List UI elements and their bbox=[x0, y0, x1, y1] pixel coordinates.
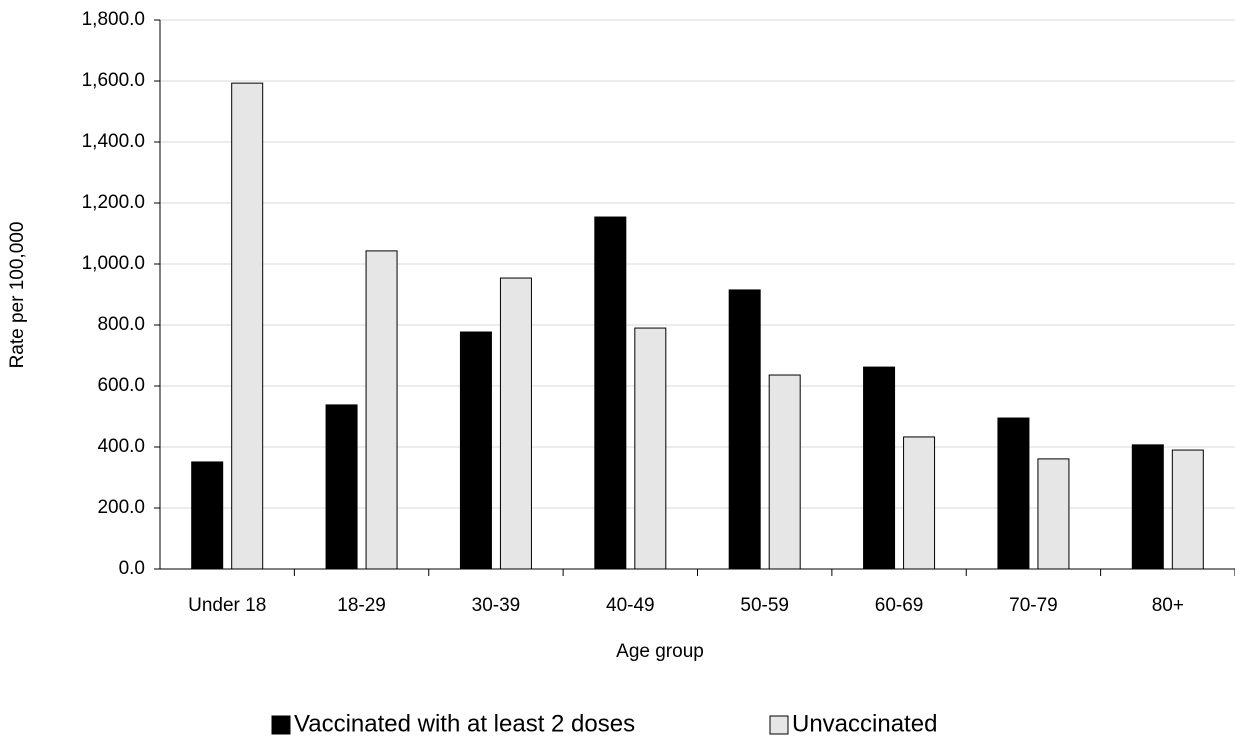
x-tick-label: 70-79 bbox=[1009, 595, 1058, 616]
y-tick-label: 1,000.0 bbox=[82, 253, 145, 274]
x-tick-label: 18-29 bbox=[337, 595, 386, 616]
bar bbox=[499, 277, 532, 570]
bar bbox=[231, 82, 264, 570]
x-tick-label: 80+ bbox=[1152, 595, 1184, 616]
legend-label: Vaccinated with at least 2 doses bbox=[294, 710, 635, 737]
bar bbox=[634, 327, 667, 570]
bar bbox=[1171, 449, 1204, 570]
bar bbox=[903, 436, 936, 570]
bar bbox=[728, 289, 761, 570]
y-tick-label: 400.0 bbox=[97, 436, 145, 457]
x-tick-label: 50-59 bbox=[740, 595, 789, 616]
bar bbox=[365, 250, 398, 570]
y-tick-label: 1,200.0 bbox=[82, 192, 145, 213]
legend-swatch bbox=[271, 715, 291, 735]
bar bbox=[1131, 444, 1164, 570]
x-tick-label: Under 18 bbox=[188, 595, 266, 616]
x-tick-label: 60-69 bbox=[875, 595, 924, 616]
y-axis-label: Rate per 100,000 bbox=[7, 222, 28, 369]
y-tick-label: 1,400.0 bbox=[82, 131, 145, 152]
legend-swatch bbox=[769, 715, 789, 735]
bar bbox=[325, 404, 358, 570]
bar bbox=[768, 374, 801, 570]
y-tick-label: 1,600.0 bbox=[82, 70, 145, 91]
bar bbox=[1037, 458, 1070, 570]
legend-label: Unvaccinated bbox=[792, 710, 937, 737]
x-axis-label: Age group bbox=[616, 641, 704, 662]
y-tick-label: 1,800.0 bbox=[82, 9, 145, 30]
bar bbox=[997, 417, 1030, 570]
x-tick-label: 30-39 bbox=[472, 595, 521, 616]
bar bbox=[459, 331, 492, 570]
y-tick-label: 800.0 bbox=[97, 314, 145, 335]
x-tick-label: 40-49 bbox=[606, 595, 655, 616]
y-tick-label: 0.0 bbox=[119, 558, 145, 579]
y-tick-label: 600.0 bbox=[97, 375, 145, 396]
bar bbox=[594, 216, 627, 570]
bar bbox=[863, 366, 896, 570]
bar bbox=[191, 461, 224, 570]
y-tick-label: 200.0 bbox=[97, 497, 145, 518]
